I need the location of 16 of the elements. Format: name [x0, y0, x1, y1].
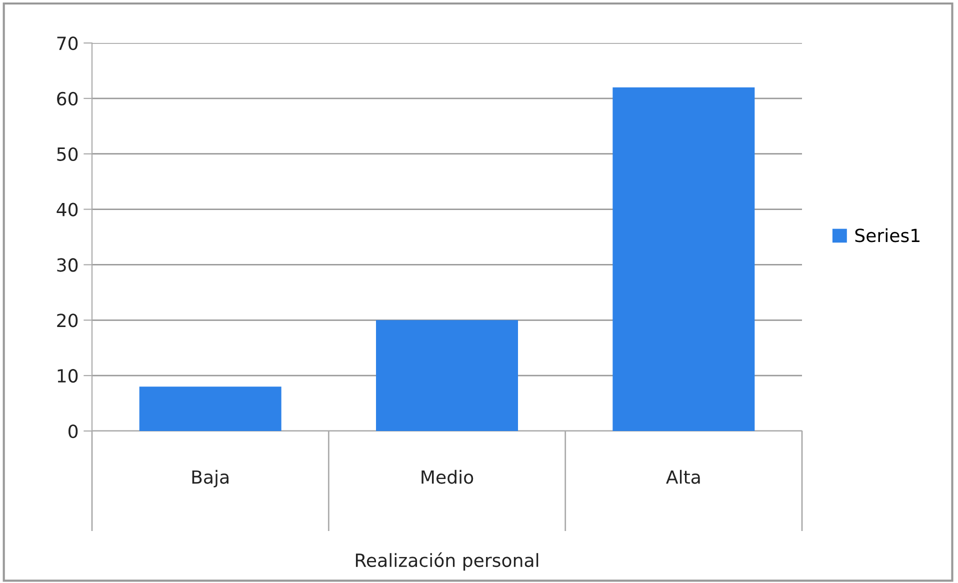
bar: [376, 320, 518, 431]
x-tick-label: Medio: [422, 470, 474, 484]
y-tick-label: 40: [56, 202, 78, 216]
x-axis-title: Realización personal: [356, 552, 538, 571]
y-tick-label: 30: [57, 258, 78, 272]
y-tick-label: 10: [58, 369, 78, 383]
y-tick-label: 70: [57, 36, 78, 50]
bar: [612, 87, 755, 431]
bar: [139, 386, 282, 431]
x-tick-label: Baja: [192, 470, 228, 488]
y-tick-label: 0: [68, 424, 78, 438]
y-tick-label: 60: [57, 92, 78, 106]
x-tick-label: Alta: [666, 470, 700, 484]
y-tick-label: 50: [57, 147, 78, 161]
legend-label: Series1: [855, 228, 920, 242]
y-tick-label: 20: [57, 314, 78, 328]
